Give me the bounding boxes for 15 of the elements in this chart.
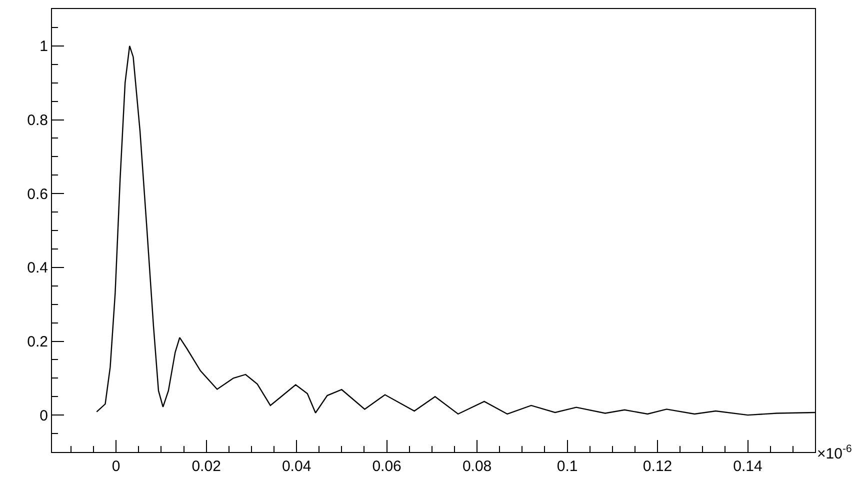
y-tick-label: 1 [40,38,48,56]
text: ×10$^{-6}$ [817,443,852,462]
x-tick-label: 0.02 [192,458,221,475]
x-tick-label: 0.12 [642,458,672,475]
y-tick-label: 0.6 [27,186,48,203]
x-tick-label: 0 [112,458,120,475]
y-tick-label: 0 [40,407,48,424]
y-tick-label: 0.2 [27,334,48,350]
y-tick-label: 0.8 [27,112,48,129]
x-tick-label: 0.04 [282,458,312,475]
y-tick-label: 0.4 [27,260,48,277]
x-tick-label: 0.06 [372,458,402,475]
x-tick-label: 0.08 [462,458,492,475]
x-tick-label: 0.14 [733,458,762,475]
x-tick-label: 0.1 [556,458,578,475]
